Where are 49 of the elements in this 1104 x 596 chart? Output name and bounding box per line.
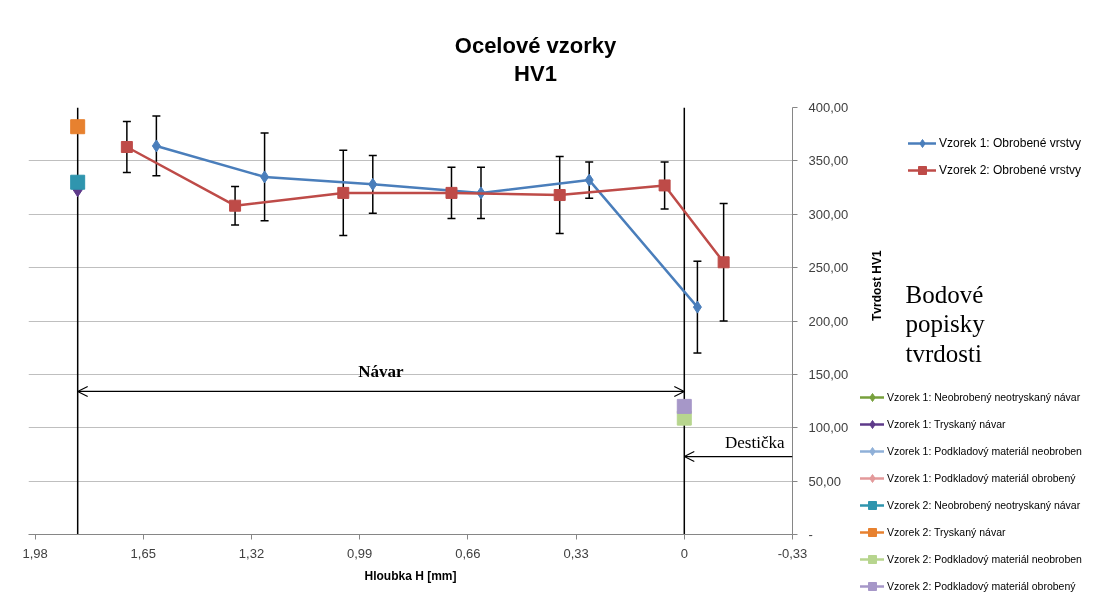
point xyxy=(658,179,671,192)
point xyxy=(151,139,161,153)
point xyxy=(445,186,458,199)
text: Bodové popisky tvrdosti xyxy=(905,280,986,367)
chart-title: Ocelové vzorky xyxy=(454,33,617,58)
legend-label: Vzorek 1: Podkladový materiál obrobený xyxy=(887,471,1076,486)
y-axis-title: Tvrdost HV1 xyxy=(870,249,885,321)
y-tick-label: 400,00 xyxy=(808,100,849,115)
y-tick-label: 350,00 xyxy=(808,153,849,169)
legend-label: Vzorek 2: Neobrobený neotryskaný návar xyxy=(887,498,1081,513)
point xyxy=(229,199,242,212)
legend-label: Vzorek 2: Tryskaný návar xyxy=(887,525,1006,540)
x-tick-label: 0,33 xyxy=(563,545,589,561)
chart-subtitle: HV1 xyxy=(514,61,557,86)
point xyxy=(717,256,730,269)
point xyxy=(70,174,86,190)
legend-label: Vzorek 1: Tryskaný návar xyxy=(887,417,1006,432)
annotation: Destička xyxy=(725,432,785,452)
x-tick-label: 0,66 xyxy=(455,545,481,561)
y-tick-label: 200,00 xyxy=(808,313,849,329)
point xyxy=(337,186,350,199)
y-tick-label: 100,00 xyxy=(808,420,849,436)
legend-label: Vzorek 2: Obrobené vrstvy xyxy=(939,162,1082,179)
legend-label: Vzorek 1: Neobrobený neotryskaný návar xyxy=(887,390,1081,405)
x-tick-label: 1,65 xyxy=(130,545,156,561)
point xyxy=(260,170,270,184)
point xyxy=(584,173,594,187)
legend-label: Vzorek 1: Podkladový materiál neobroben xyxy=(887,444,1082,459)
legend-label: Vzorek 2: Podkladový materiál obrobený xyxy=(887,579,1076,594)
legend-label: Vzorek 2: Podkladový materiál neobroben xyxy=(887,552,1082,567)
point xyxy=(70,119,86,135)
legend-label: Vzorek 1: Obrobené vrstvy xyxy=(939,135,1082,152)
y-tick-label: - xyxy=(808,527,813,542)
point xyxy=(676,398,692,414)
point xyxy=(368,177,378,191)
y-tick-label: 250,00 xyxy=(808,260,849,276)
x-tick-label: 0,99 xyxy=(347,545,373,561)
point xyxy=(553,189,566,202)
y-tick-label: 50,00 xyxy=(808,473,842,489)
x-tick-label: 1,32 xyxy=(238,545,265,561)
y-tick-label: 150,00 xyxy=(808,366,849,382)
point xyxy=(120,141,133,153)
x-axis-title: Hloubka H [mm] xyxy=(364,568,457,583)
y-tick-label: 300,00 xyxy=(808,206,849,222)
x-tick-label: -0,33 xyxy=(777,545,808,561)
x-tick-label: 1,98 xyxy=(22,545,48,561)
x-tick-label: 0 xyxy=(680,545,688,561)
annotation: Návar xyxy=(358,362,405,382)
point xyxy=(692,300,702,314)
